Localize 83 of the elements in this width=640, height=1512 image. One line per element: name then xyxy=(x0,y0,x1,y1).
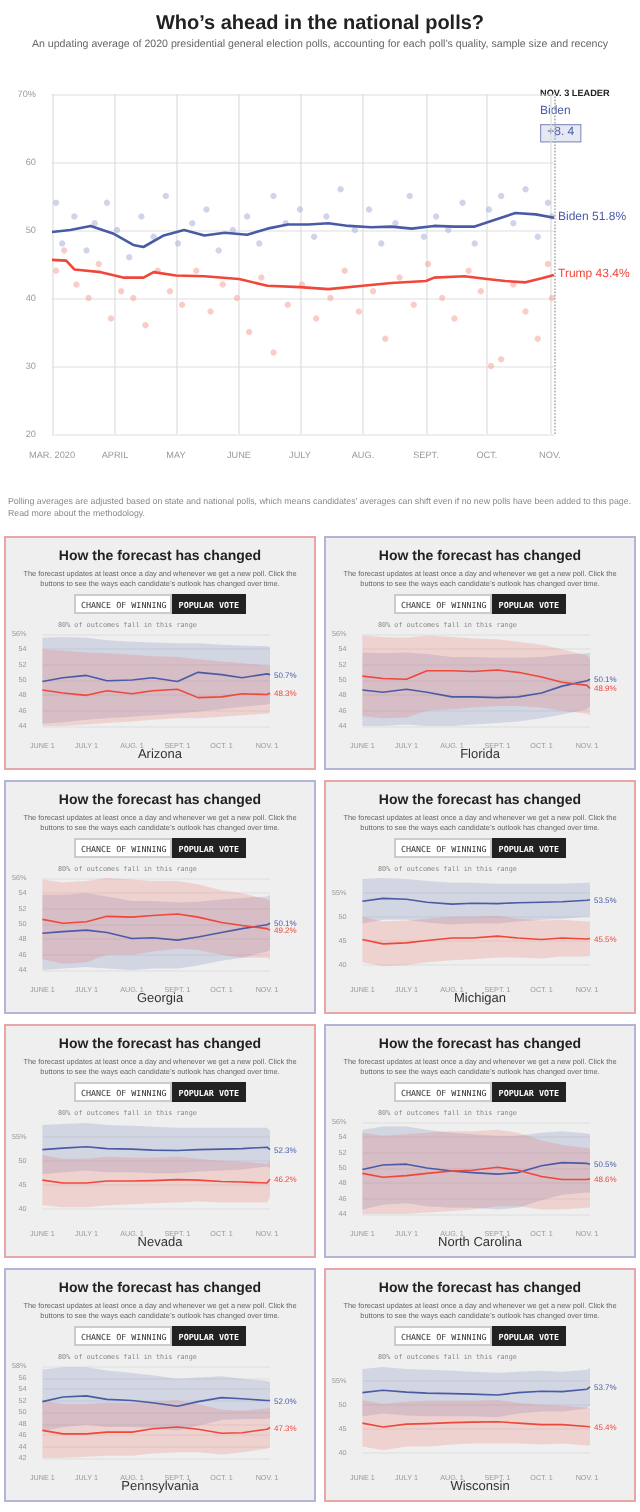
point xyxy=(465,267,472,274)
point xyxy=(510,220,517,227)
point xyxy=(162,192,170,200)
line-series xyxy=(50,211,556,249)
point xyxy=(85,294,92,302)
point xyxy=(548,294,556,302)
point xyxy=(83,247,90,254)
point xyxy=(323,213,330,220)
point xyxy=(270,349,277,356)
point xyxy=(396,274,403,281)
point xyxy=(410,301,417,308)
point xyxy=(369,288,377,295)
point xyxy=(174,240,182,247)
point xyxy=(203,206,210,213)
point xyxy=(544,260,552,268)
point xyxy=(296,206,304,213)
point xyxy=(258,274,265,281)
point xyxy=(215,247,222,254)
point xyxy=(392,220,399,227)
point xyxy=(166,288,174,295)
point xyxy=(126,254,133,261)
point xyxy=(256,240,263,247)
point xyxy=(95,260,102,268)
point xyxy=(233,294,241,302)
point xyxy=(477,288,485,295)
point xyxy=(327,294,334,302)
point xyxy=(534,335,541,342)
point xyxy=(471,240,478,247)
point xyxy=(138,213,145,220)
point xyxy=(58,240,66,247)
line-series xyxy=(361,678,591,699)
point xyxy=(522,186,529,193)
point xyxy=(337,186,344,193)
point xyxy=(485,206,493,213)
line-series xyxy=(50,258,556,291)
point xyxy=(351,226,359,234)
point xyxy=(544,199,552,206)
point xyxy=(193,267,200,274)
point xyxy=(117,288,125,295)
point xyxy=(310,233,318,240)
point xyxy=(219,281,226,288)
point xyxy=(451,315,458,322)
chart-title: Who’s ahead in the national polls? xyxy=(155,13,485,35)
point xyxy=(439,294,446,302)
line-series xyxy=(361,1166,591,1181)
point xyxy=(52,267,60,274)
point xyxy=(243,213,251,220)
point xyxy=(406,192,413,200)
point xyxy=(382,335,389,342)
point xyxy=(432,213,440,220)
point xyxy=(71,213,78,220)
point xyxy=(459,199,466,206)
point xyxy=(150,233,157,240)
point xyxy=(365,206,373,213)
point xyxy=(178,301,186,308)
line-series xyxy=(41,913,271,931)
point xyxy=(73,281,80,288)
point xyxy=(207,308,214,315)
point xyxy=(522,308,529,315)
point xyxy=(52,199,60,206)
point xyxy=(107,315,115,322)
point xyxy=(61,247,68,254)
point xyxy=(424,260,432,268)
point xyxy=(420,233,428,240)
point xyxy=(142,322,149,329)
line-series xyxy=(41,922,271,941)
point xyxy=(130,294,137,302)
point xyxy=(487,362,495,370)
point xyxy=(534,233,541,240)
point xyxy=(497,356,505,363)
point xyxy=(91,220,98,227)
point xyxy=(189,220,196,227)
point xyxy=(284,301,291,308)
point xyxy=(245,328,253,336)
point xyxy=(103,199,111,206)
line-series xyxy=(361,669,591,690)
point xyxy=(341,267,348,274)
point xyxy=(270,192,277,200)
point xyxy=(355,308,363,315)
point xyxy=(313,315,320,322)
point xyxy=(113,226,121,234)
point xyxy=(497,192,505,200)
point xyxy=(378,240,385,247)
